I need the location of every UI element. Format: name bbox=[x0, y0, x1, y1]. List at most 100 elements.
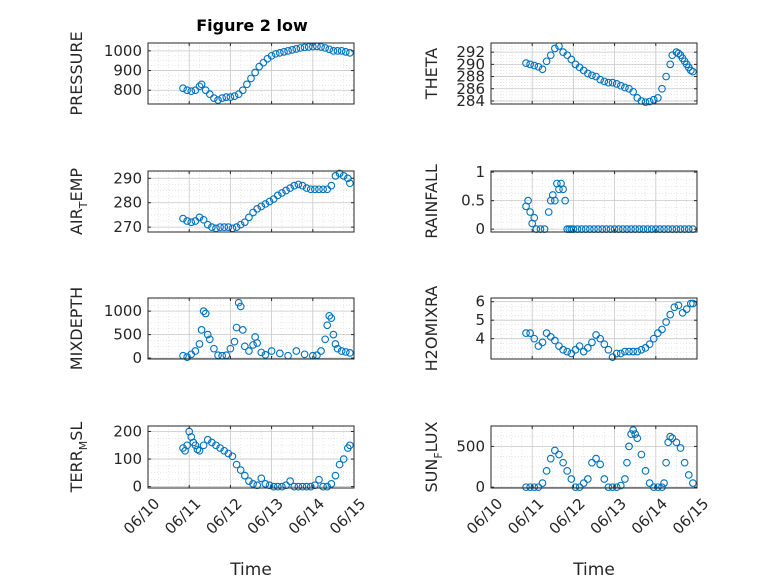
data-point bbox=[273, 482, 282, 491]
data-point bbox=[290, 181, 299, 190]
data-point bbox=[559, 345, 567, 354]
data-point bbox=[649, 483, 658, 492]
data-point bbox=[633, 347, 642, 356]
data-point bbox=[236, 302, 245, 311]
data-point bbox=[240, 471, 249, 480]
data-point bbox=[534, 62, 543, 71]
data-point bbox=[265, 197, 274, 206]
y-tick-label: 0 bbox=[132, 349, 142, 367]
data-point bbox=[571, 483, 580, 492]
data-point bbox=[526, 329, 534, 337]
data-point bbox=[645, 340, 654, 349]
data-point bbox=[243, 80, 251, 89]
data-point bbox=[183, 441, 191, 450]
data-point bbox=[559, 458, 567, 467]
data-point bbox=[232, 460, 241, 469]
data-point bbox=[654, 94, 662, 102]
data-point bbox=[187, 218, 196, 227]
data-point bbox=[522, 59, 530, 67]
y-axis-label: TERRMSL bbox=[67, 422, 90, 494]
data-point bbox=[197, 326, 206, 334]
data-point bbox=[616, 349, 625, 358]
data-point bbox=[232, 223, 241, 231]
y-tick-label: 5 bbox=[475, 311, 485, 329]
data-point bbox=[329, 47, 338, 55]
data-point bbox=[288, 46, 297, 54]
y-tick-label: 1000 bbox=[104, 302, 142, 320]
data-point bbox=[195, 213, 204, 222]
data-point bbox=[183, 217, 191, 225]
data-point bbox=[218, 94, 227, 102]
data-point bbox=[203, 220, 212, 229]
data-point bbox=[616, 481, 625, 490]
y-tick-label: 288 bbox=[456, 68, 485, 86]
data-point bbox=[195, 340, 204, 348]
y-tick-label: 1000 bbox=[104, 42, 142, 60]
data-point bbox=[183, 86, 191, 95]
data-point bbox=[588, 458, 596, 467]
x-tick-label: 06/12 bbox=[202, 495, 245, 538]
data-point bbox=[234, 298, 243, 307]
data-point bbox=[236, 466, 245, 474]
data-point bbox=[337, 47, 346, 55]
data-point bbox=[522, 329, 530, 337]
data-point bbox=[197, 80, 206, 89]
x-tick-label: 06/12 bbox=[545, 495, 588, 538]
data-point bbox=[596, 75, 605, 84]
data-point bbox=[226, 93, 235, 101]
data-point bbox=[658, 325, 666, 334]
subplot-5: 0 500 1000 MIXDEPTH bbox=[67, 287, 355, 370]
data-point bbox=[686, 299, 695, 308]
data-point bbox=[278, 482, 286, 491]
data-point bbox=[341, 48, 350, 56]
x-tick-label: 06/11 bbox=[161, 495, 204, 538]
subplot-3: 270 280 290 AIRTEMP bbox=[67, 168, 355, 236]
data-point bbox=[280, 48, 288, 56]
data-point bbox=[210, 344, 218, 353]
data-point bbox=[273, 191, 282, 200]
data-point bbox=[674, 49, 683, 58]
data-point bbox=[249, 480, 257, 488]
data-point bbox=[346, 441, 354, 450]
data-point bbox=[317, 347, 325, 355]
data-point bbox=[629, 426, 637, 434]
y-tick-label: 280 bbox=[113, 194, 142, 212]
data-point bbox=[321, 44, 330, 52]
data-point bbox=[269, 482, 278, 491]
data-point bbox=[649, 334, 658, 343]
data-point bbox=[666, 432, 675, 441]
data-point bbox=[631, 430, 640, 439]
data-point bbox=[325, 45, 334, 54]
data-point bbox=[267, 51, 276, 60]
y-tick-label: 290 bbox=[456, 55, 485, 73]
data-point bbox=[612, 483, 621, 492]
axes-frame bbox=[147, 42, 355, 105]
data-point bbox=[596, 334, 605, 343]
data-point bbox=[306, 482, 315, 491]
data-point bbox=[240, 218, 249, 227]
data-point bbox=[689, 67, 697, 76]
data-point bbox=[216, 223, 224, 231]
data-point bbox=[621, 347, 629, 356]
x-tick-label: 06/10 bbox=[463, 495, 506, 538]
data-point bbox=[296, 44, 305, 52]
data-point bbox=[205, 335, 214, 344]
data-point bbox=[346, 349, 354, 357]
data-point bbox=[588, 338, 596, 347]
y-tick-label: 292 bbox=[456, 43, 485, 61]
data-point bbox=[205, 90, 214, 99]
data-point bbox=[612, 80, 621, 88]
data-point bbox=[563, 347, 572, 356]
data-point bbox=[290, 482, 299, 491]
data-point bbox=[321, 335, 330, 344]
axes-frame bbox=[490, 42, 698, 105]
data-point bbox=[658, 84, 666, 93]
data-point bbox=[600, 77, 609, 86]
data-point bbox=[668, 434, 677, 443]
axes-frame bbox=[490, 170, 698, 233]
data-point bbox=[526, 483, 534, 492]
data-point bbox=[335, 460, 344, 469]
data-point bbox=[567, 55, 576, 64]
data-point bbox=[629, 87, 637, 96]
subplot-6: 456 H2OMIXRA bbox=[422, 286, 698, 371]
